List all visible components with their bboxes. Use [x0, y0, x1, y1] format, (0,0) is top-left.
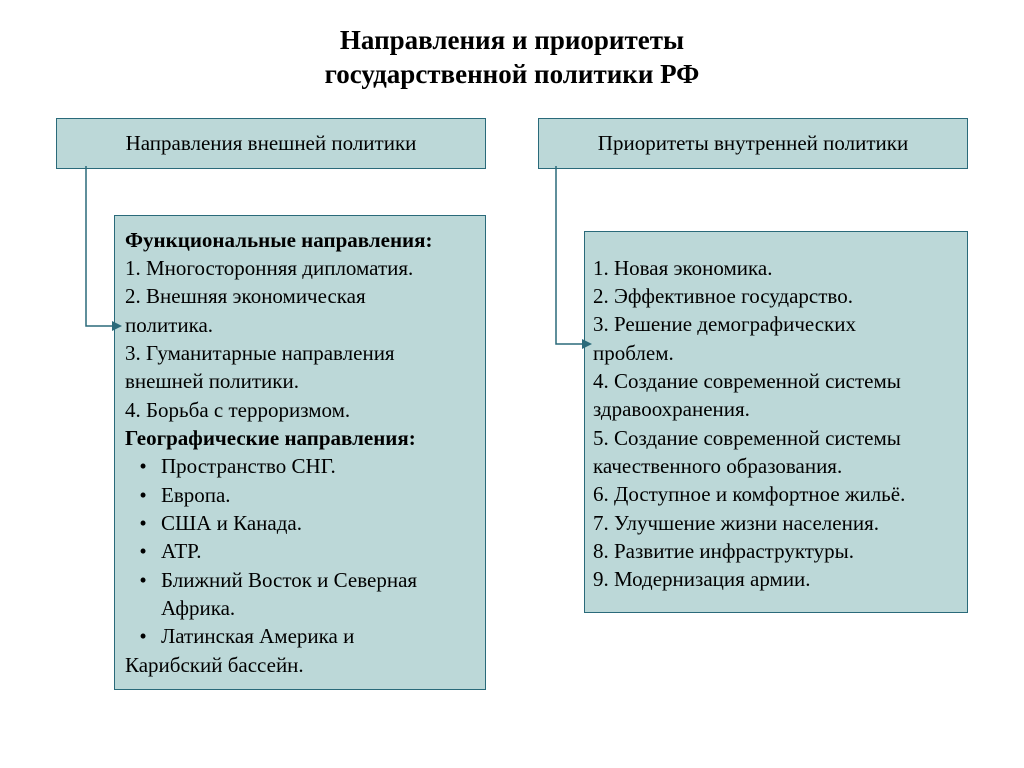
bullet-line: •Европа. — [125, 481, 479, 509]
bullet-text: АТР. — [161, 537, 201, 565]
list-line: качественного образования. — [593, 452, 959, 480]
left-column: Направления внешней политики Функциональ… — [56, 118, 486, 691]
left-header-text: Направления внешней политики — [126, 131, 417, 155]
list-line: 4. Создание современной системы — [593, 367, 959, 395]
bullet-dot — [125, 594, 161, 622]
bullet-dot: • — [125, 622, 161, 650]
bullet-line: •Пространство СНГ. — [125, 452, 479, 480]
list-line: 2. Эффективное государство. — [593, 282, 959, 310]
bullet-line: •Латинская Америка и — [125, 622, 479, 650]
left-section1-items: 1. Многосторонняя дипломатия.2. Внешняя … — [125, 254, 479, 424]
bullet-text: Африка. — [161, 594, 235, 622]
bullet-dot: • — [125, 509, 161, 537]
page-title: Направления и приоритеты государственной… — [0, 24, 1024, 92]
list-line: проблем. — [593, 339, 959, 367]
bullet-dot: • — [125, 481, 161, 509]
bullet-text: США и Канада. — [161, 509, 302, 537]
bullet-line: •АТР. — [125, 537, 479, 565]
bullet-dot: • — [125, 452, 161, 480]
bullet-text: Ближний Восток и Северная — [161, 566, 417, 594]
bullet-line: •Ближний Восток и Северная — [125, 566, 479, 594]
bullet-dot: • — [125, 566, 161, 594]
list-line: здравоохранения. — [593, 395, 959, 423]
list-line: 5. Создание современной системы — [593, 424, 959, 452]
list-line: 2. Внешняя экономическая — [125, 282, 479, 310]
list-line: внешней политики. — [125, 367, 479, 395]
columns-container: Направления внешней политики Функциональ… — [0, 118, 1024, 691]
list-line: 9. Модернизация армии. — [593, 565, 959, 593]
list-line: 1. Новая экономика. — [593, 254, 959, 282]
list-line: 3. Решение демографических — [593, 310, 959, 338]
title-line-1: Направления и приоритеты — [0, 24, 1024, 58]
left-section2-title: Географические направления: — [125, 424, 479, 452]
bullet-line: Африка. — [125, 594, 479, 622]
left-section2-bullets: •Пространство СНГ.•Европа.•США и Канада.… — [125, 452, 479, 650]
left-header-box: Направления внешней политики — [56, 118, 486, 169]
list-line: 3. Гуманитарные направления — [125, 339, 479, 367]
list-line: 8. Развитие инфраструктуры. — [593, 537, 959, 565]
right-header-text: Приоритеты внутренней политики — [598, 131, 908, 155]
bullet-text: Пространство СНГ. — [161, 452, 336, 480]
list-line: 7. Улучшение жизни населения. — [593, 509, 959, 537]
bullet-line: •США и Канада. — [125, 509, 479, 537]
right-body-box: 1. Новая экономика.2. Эффективное госуда… — [584, 231, 968, 613]
list-line: 6. Доступное и комфортное жильё. — [593, 480, 959, 508]
bullet-text: Латинская Америка и — [161, 622, 354, 650]
left-section2-tail: Карибский бассейн. — [125, 651, 479, 679]
bullet-dot: • — [125, 537, 161, 565]
right-header-box: Приоритеты внутренней политики — [538, 118, 968, 169]
left-section1-title: Функциональные направления: — [125, 226, 479, 254]
right-column: Приоритеты внутренней политики 1. Новая … — [538, 118, 968, 691]
right-items: 1. Новая экономика.2. Эффективное госуда… — [593, 254, 959, 594]
list-line: 1. Многосторонняя дипломатия. — [125, 254, 479, 282]
slide: Направления и приоритеты государственной… — [0, 0, 1024, 768]
title-line-2: государственной политики РФ — [0, 58, 1024, 92]
bullet-text: Европа. — [161, 481, 231, 509]
list-line: политика. — [125, 311, 479, 339]
left-body-box: Функциональные направления: 1. Многостор… — [114, 215, 486, 691]
list-line: 4. Борьба с терроризмом. — [125, 396, 479, 424]
